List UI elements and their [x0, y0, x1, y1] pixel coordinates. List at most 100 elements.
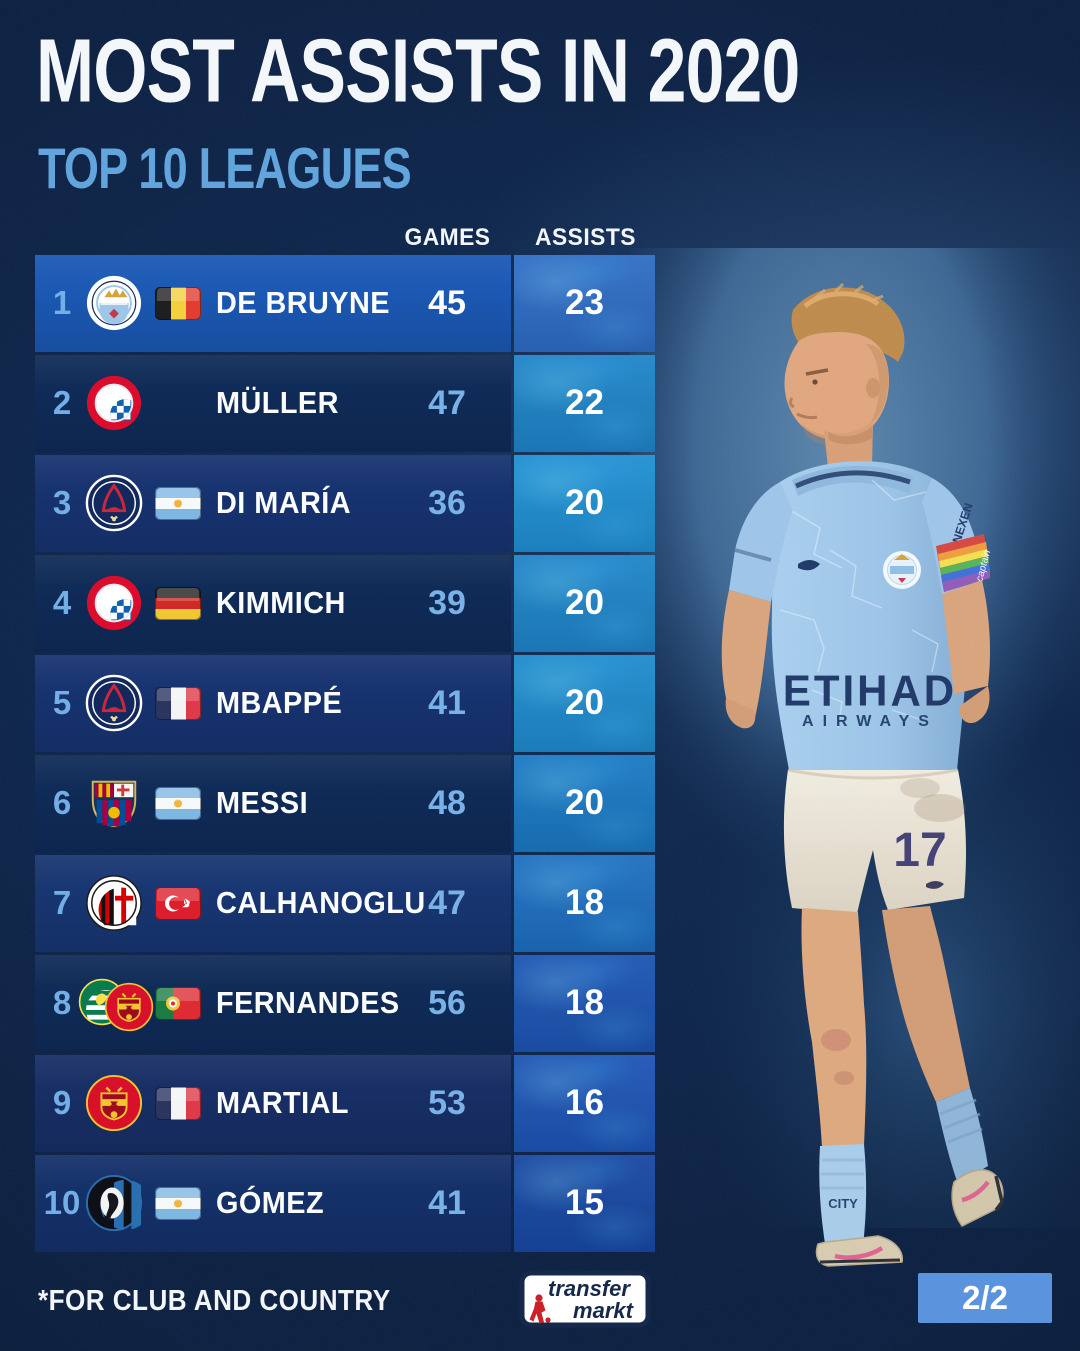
- club-crest-icon: [883, 551, 921, 589]
- flag-argentina-icon: [155, 1186, 201, 1220]
- page-subtitle: TOP 10 LEAGUES: [38, 135, 412, 201]
- assists-value: 23: [565, 283, 604, 323]
- club-badge-bayern-icon: [86, 376, 142, 431]
- games-value: 45: [428, 283, 466, 322]
- club-badge-man-united-icon: [104, 983, 154, 1032]
- assists-cell: 16: [514, 1055, 655, 1152]
- assists-cell: 20: [514, 455, 655, 552]
- player-name: KIMMICH: [216, 585, 346, 621]
- games-value: 36: [428, 483, 466, 522]
- games-value: 53: [428, 1083, 466, 1122]
- nationality-flag: [149, 355, 207, 452]
- jersey-sponsor-line2: AIRWAYS: [802, 713, 938, 730]
- logo-text-line2: markt: [573, 1298, 635, 1323]
- club-badge-manchester-city-icon: [86, 276, 142, 331]
- club-badge: [82, 655, 146, 752]
- table-row: 1 DE BRUYNE 45 23: [35, 255, 655, 352]
- column-header-assists: ASSISTS: [535, 224, 636, 251]
- row-bar: 10 GÓMEZ 41: [35, 1155, 511, 1252]
- row-bar: 5 MBAPPÉ 41: [35, 655, 511, 752]
- games-value: 56: [428, 983, 466, 1022]
- club-badge: [82, 1155, 146, 1252]
- dual-club-badges: [78, 972, 154, 1034]
- club-badge-atalanta-icon: [85, 1175, 143, 1232]
- assists-cell: 23: [514, 255, 655, 352]
- shorts-number: 17: [893, 824, 946, 877]
- rank-number: 7: [52, 884, 72, 922]
- row-bar: 9 MARTIAL 53: [35, 1055, 511, 1152]
- table-row: 5 MBAPPÉ 41 20: [35, 655, 655, 752]
- table-row: 3 DI MARÍA 36 20: [35, 455, 655, 552]
- assists-value: 20: [565, 683, 604, 723]
- nationality-flag: [149, 955, 207, 1052]
- row-bar: 1 DE BRUYNE 45: [35, 255, 511, 352]
- table-row: 8 FERNANDES 56 18: [35, 955, 655, 1052]
- row-bar: 4 KIMMICH 39: [35, 555, 511, 652]
- transfermarkt-logo: transfer markt: [519, 1270, 651, 1333]
- flag-portugal-icon: [155, 986, 201, 1020]
- column-header-games: GAMES: [404, 224, 491, 251]
- club-badge-man-united-icon: [85, 1075, 143, 1132]
- assists-cell: 20: [514, 555, 655, 652]
- table-row: 4 KIMMICH 39 20: [35, 555, 655, 652]
- nationality-flag: [149, 755, 207, 852]
- club-badge: [78, 955, 154, 1052]
- club-badge: [82, 855, 146, 952]
- flag-germany-icon: [155, 586, 201, 620]
- club-badge: [82, 1055, 146, 1152]
- assists-value: 18: [565, 983, 604, 1023]
- nationality-flag: [149, 255, 207, 352]
- nationality-flag: [149, 555, 207, 652]
- games-value: 48: [428, 783, 466, 822]
- club-badge-psg-icon: [85, 674, 143, 732]
- player-name: GÓMEZ: [216, 1185, 325, 1221]
- rank-number: 1: [52, 284, 72, 322]
- club-badge: [82, 555, 146, 652]
- table-row: 10 GÓMEZ 41 15: [35, 1155, 655, 1252]
- nationality-flag: [149, 1155, 207, 1252]
- club-badge: [82, 755, 146, 852]
- club-badge-barcelona-icon: [91, 781, 137, 828]
- table-row: 7 CALHANOGLU 47 18: [35, 855, 655, 952]
- player-name: FERNANDES: [216, 985, 400, 1021]
- row-bar: 7 CALHANOGLU 47: [35, 855, 511, 952]
- rank-number: 5: [52, 684, 72, 722]
- nationality-flag: [149, 455, 207, 552]
- row-bar: 8 FERNANDES 56: [35, 955, 511, 1052]
- assists-value: 18: [565, 883, 604, 923]
- club-badge: [82, 355, 146, 452]
- flag-france-icon: [155, 1086, 201, 1120]
- rank-number: 2: [52, 384, 72, 422]
- assists-value: 16: [565, 1083, 604, 1123]
- rank-number: 9: [52, 1084, 72, 1122]
- club-badge: [82, 255, 146, 352]
- assists-value: 15: [565, 1183, 604, 1223]
- club-badge-psg-icon: [85, 474, 143, 532]
- assists-cell: 20: [514, 755, 655, 852]
- player-name: MARTIAL: [216, 1085, 349, 1121]
- nationality-flag: [149, 1055, 207, 1152]
- assists-value: 22: [565, 383, 604, 423]
- page-title: MOST ASSISTS IN 2020: [36, 20, 800, 122]
- games-value: 39: [428, 583, 466, 622]
- player-name: DI MARÍA: [216, 485, 352, 521]
- games-value: 41: [428, 683, 466, 722]
- flag-belgium-icon: [155, 286, 201, 320]
- games-value: 47: [428, 883, 466, 922]
- club-badge: [82, 455, 146, 552]
- player-illustration: NEXEN captain ETIHAD: [630, 248, 1080, 1267]
- flag-turkey-icon: [155, 886, 201, 920]
- assists-cell: 15: [514, 1155, 655, 1252]
- flag-argentina-icon: [155, 486, 201, 520]
- player-name: MBAPPÉ: [216, 685, 343, 721]
- assists-cell: 18: [514, 955, 655, 1052]
- player-name: DE BRUYNE: [216, 285, 390, 321]
- row-bar: 6 MESSI 48: [35, 755, 511, 852]
- rank-number: 6: [52, 784, 72, 822]
- player-name: MESSI: [216, 785, 309, 821]
- assists-value: 20: [565, 583, 604, 623]
- player-name: MÜLLER: [216, 385, 339, 421]
- assists-cell: 20: [514, 655, 655, 752]
- player-photo: NEXEN captain ETIHAD: [630, 248, 1080, 1270]
